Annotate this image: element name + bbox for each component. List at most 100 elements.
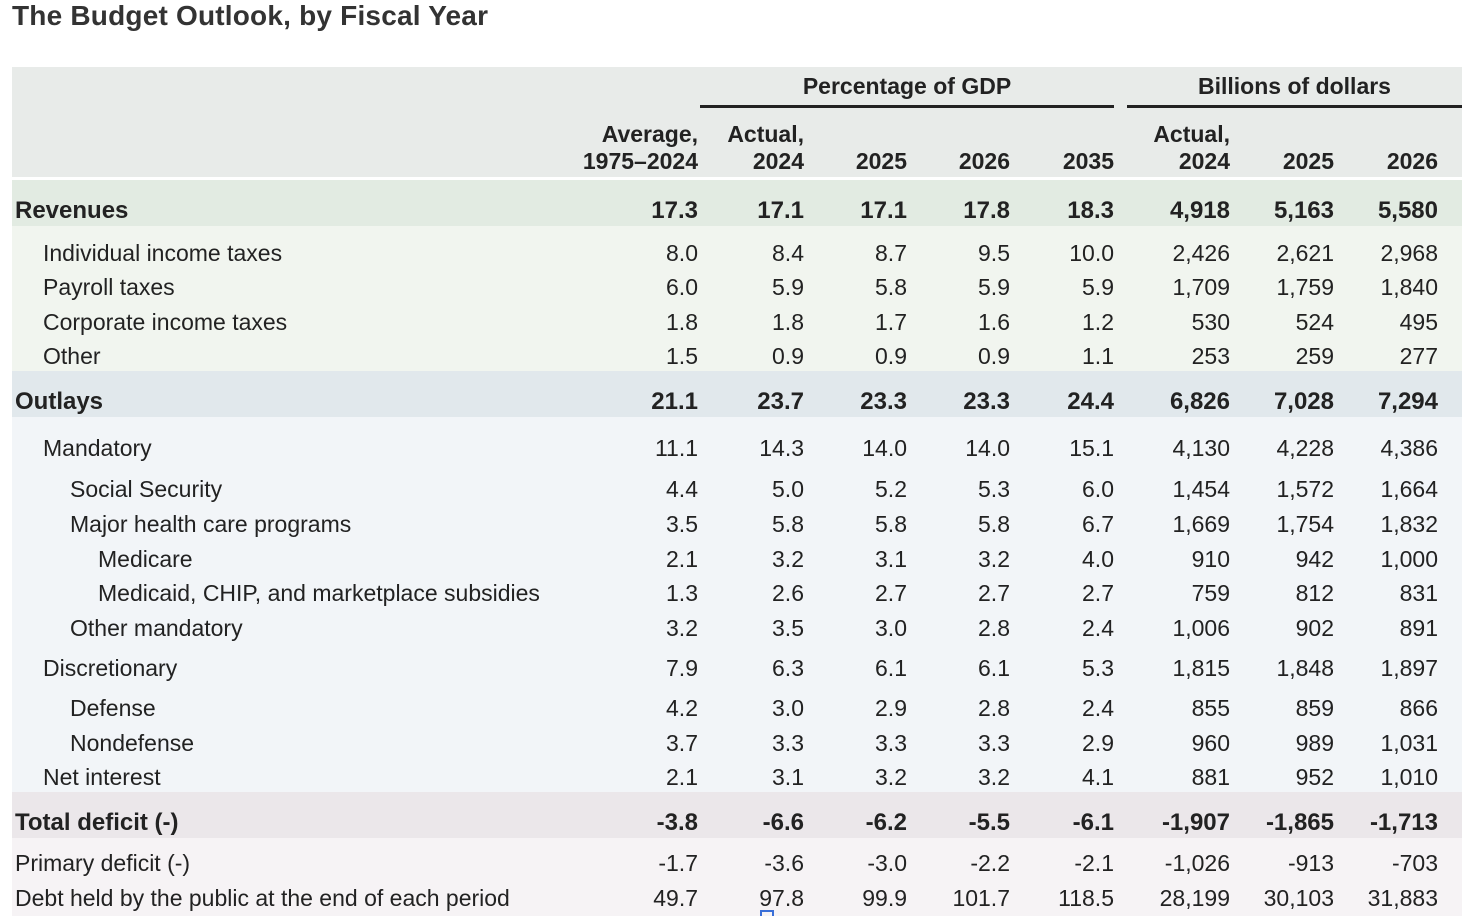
cell-value: 3.2 (772, 546, 804, 572)
table-row: Debt held by the public at the end of ea… (12, 881, 1462, 915)
cell-value: 15.1 (1069, 435, 1114, 461)
table-row: Outlays 21.1 23.7 23.3 23.3 24.4 6,826 7,028 7,2… (12, 385, 1462, 419)
cell-value: 18.3 (1067, 197, 1114, 224)
cell-value: 5.0 (772, 476, 804, 502)
cell-value: 3.3 (875, 730, 907, 756)
cell-value: 2,426 (1172, 240, 1230, 266)
table-row: Other mandatory 3.2 3.5 3.0 2.8 2.4 1,006 902 89… (12, 611, 1462, 645)
cell-value: 530 (1191, 309, 1230, 335)
cell-value: 2.8 (978, 695, 1010, 721)
budget-table: Percentage of GDP Billions of dollars Av… (12, 67, 1462, 916)
cell-value: 97.8 (759, 885, 804, 911)
column-header-3: 2026 (959, 121, 1010, 175)
cell-value: 1,897 (1380, 655, 1438, 681)
cell-value: -1,865 (1265, 809, 1334, 836)
cell-value: 831 (1399, 580, 1438, 606)
column-header-line1 (1387, 121, 1438, 148)
cell-value: -1,026 (1164, 850, 1230, 876)
table-row: Social Security 4.4 5.0 5.2 5.3 6.0 1,454 1,572… (12, 472, 1462, 506)
cell-value: 4,386 (1380, 435, 1438, 461)
cell-value: 253 (1191, 343, 1230, 369)
cell-value: 6.0 (1082, 476, 1114, 502)
cell-value: -913 (1287, 850, 1334, 876)
cell-value: 21.1 (651, 388, 698, 415)
header-divider (12, 177, 1462, 181)
cell-value: 1.8 (772, 309, 804, 335)
cell-value: -3.8 (656, 809, 698, 836)
cell-value: 6.3 (772, 655, 804, 681)
cell-value: 1.8 (666, 309, 698, 335)
row-label: Other mandatory (70, 615, 243, 641)
column-header-line1 (959, 121, 1010, 148)
cell-value: 99.9 (862, 885, 907, 911)
cell-value: 259 (1295, 343, 1334, 369)
cell-value: 8.0 (666, 240, 698, 266)
cell-value: 3.7 (666, 730, 698, 756)
cell-value: 3.2 (978, 764, 1010, 790)
cell-value: 1,454 (1172, 476, 1230, 502)
row-label: Defense (70, 695, 156, 721)
cell-value: 1.5 (666, 343, 698, 369)
cell-value: 17.1 (757, 197, 804, 224)
cell-value: 1,000 (1380, 546, 1438, 572)
cell-value: 0.9 (772, 343, 804, 369)
cell-value: 1,031 (1380, 730, 1438, 756)
cell-value: 23.3 (963, 388, 1010, 415)
cell-value: 6.0 (666, 274, 698, 300)
table-row: Medicare 2.1 3.2 3.1 3.2 4.0 910 942 1,000 (12, 542, 1462, 576)
column-header-line1: Actual, (1153, 121, 1230, 147)
cell-value: 0.9 (875, 343, 907, 369)
cell-value: 2.8 (978, 615, 1010, 641)
column-header-line1: Average, (601, 121, 698, 147)
cell-value: 6.7 (1082, 511, 1114, 537)
cell-value: 2.7 (1082, 580, 1114, 606)
cell-value: 6.1 (875, 655, 907, 681)
cell-value: 3.0 (772, 695, 804, 721)
column-header-line1 (1283, 121, 1334, 148)
cell-value: -1,713 (1369, 809, 1438, 836)
cell-value: -1.7 (658, 850, 698, 876)
column-header-4: 2035 (1063, 121, 1114, 175)
column-header-line1 (856, 121, 907, 148)
cell-value: 952 (1295, 764, 1334, 790)
cell-value: 524 (1295, 309, 1334, 335)
cell-value: 1.7 (875, 309, 907, 335)
cell-value: 23.3 (860, 388, 907, 415)
row-band-out-head (12, 371, 1462, 417)
cell-value: 7,028 (1273, 388, 1334, 415)
cell-value: 5.8 (772, 511, 804, 537)
column-header-line1 (1063, 121, 1114, 148)
cell-value: 118.5 (1058, 885, 1114, 911)
cell-value: 14.0 (862, 435, 907, 461)
cell-value: 1.6 (978, 309, 1010, 335)
column-header-line2: 2024 (752, 148, 804, 174)
row-label: Mandatory (43, 435, 152, 461)
cell-value: 902 (1295, 615, 1334, 641)
cell-value: 5.2 (875, 476, 907, 502)
row-label: Medicare (98, 546, 193, 572)
cell-value: 4,918 (1169, 197, 1230, 224)
cell-value: 2.7 (875, 580, 907, 606)
cell-value: 3.3 (772, 730, 804, 756)
cell-value: 4,228 (1276, 435, 1334, 461)
cell-value: 2,968 (1380, 240, 1438, 266)
cell-value: 3.2 (978, 546, 1010, 572)
cell-value: -6.1 (1072, 809, 1114, 836)
column-header-line2: 2025 (1282, 148, 1334, 174)
cell-value: 8.7 (875, 240, 907, 266)
row-band-out (12, 417, 1462, 792)
cell-value: 5.9 (772, 274, 804, 300)
table-row: Corporate income taxes 1.8 1.8 1.7 1.6 1.2 530… (12, 305, 1462, 339)
table-row: Defense 4.2 3.0 2.9 2.8 2.4 855 859 866 (12, 691, 1462, 725)
cell-value: 1,709 (1172, 274, 1230, 300)
row-band-rev-head (12, 180, 1462, 226)
cell-value: 5.3 (1082, 655, 1114, 681)
cell-value: 3.2 (666, 615, 698, 641)
cell-value: 1.2 (1082, 309, 1114, 335)
row-band-def (12, 838, 1462, 916)
cell-value: -2.1 (1074, 850, 1114, 876)
column-header-line2: 2026 (958, 148, 1010, 174)
cell-value: 1,572 (1276, 476, 1334, 502)
cell-value: 4.2 (666, 695, 698, 721)
cell-value: 1,006 (1172, 615, 1230, 641)
